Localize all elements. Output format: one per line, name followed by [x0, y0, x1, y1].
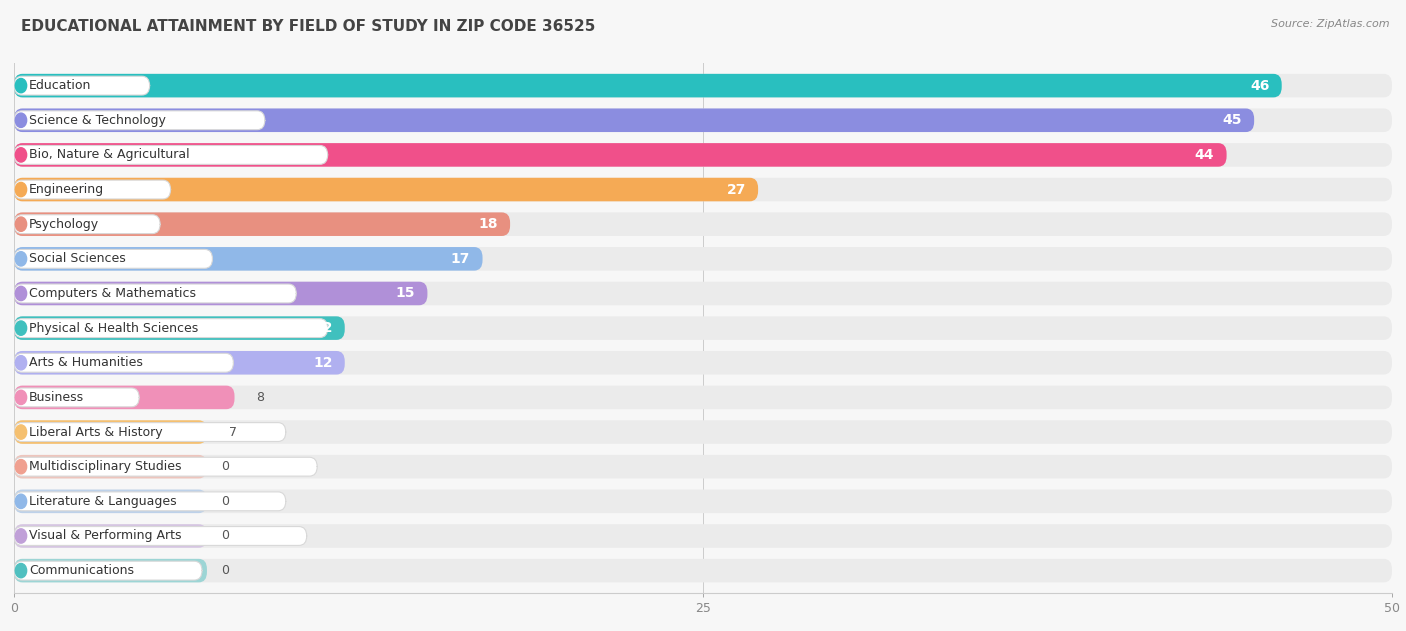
Circle shape [15, 390, 27, 404]
FancyBboxPatch shape [14, 420, 207, 444]
Circle shape [15, 78, 27, 93]
FancyBboxPatch shape [14, 74, 1392, 97]
Text: Bio, Nature & Agricultural: Bio, Nature & Agricultural [30, 148, 190, 162]
FancyBboxPatch shape [14, 388, 139, 407]
Circle shape [15, 148, 27, 162]
Circle shape [15, 252, 27, 266]
FancyBboxPatch shape [14, 247, 482, 271]
Text: 0: 0 [221, 564, 229, 577]
FancyBboxPatch shape [14, 215, 160, 233]
FancyBboxPatch shape [14, 143, 1392, 167]
FancyBboxPatch shape [14, 420, 1392, 444]
Circle shape [15, 182, 27, 197]
Text: Business: Business [30, 391, 84, 404]
FancyBboxPatch shape [14, 490, 1392, 513]
Circle shape [15, 494, 27, 509]
FancyBboxPatch shape [14, 76, 149, 95]
FancyBboxPatch shape [14, 178, 1392, 201]
Text: Liberal Arts & History: Liberal Arts & History [30, 425, 163, 439]
FancyBboxPatch shape [14, 213, 1392, 236]
FancyBboxPatch shape [14, 247, 1392, 271]
Text: Engineering: Engineering [30, 183, 104, 196]
FancyBboxPatch shape [14, 74, 1282, 97]
Text: Communications: Communications [30, 564, 134, 577]
Text: Multidisciplinary Studies: Multidisciplinary Studies [30, 460, 181, 473]
FancyBboxPatch shape [14, 559, 207, 582]
Circle shape [15, 286, 27, 300]
Text: 8: 8 [256, 391, 264, 404]
FancyBboxPatch shape [14, 319, 328, 338]
Text: 0: 0 [221, 529, 229, 543]
Text: Computers & Mathematics: Computers & Mathematics [30, 287, 197, 300]
FancyBboxPatch shape [14, 386, 235, 409]
Text: Science & Technology: Science & Technology [30, 114, 166, 127]
Text: 17: 17 [451, 252, 470, 266]
FancyBboxPatch shape [14, 143, 1226, 167]
Text: 46: 46 [1250, 79, 1270, 93]
Text: 12: 12 [314, 356, 332, 370]
FancyBboxPatch shape [14, 353, 233, 372]
Text: EDUCATIONAL ATTAINMENT BY FIELD OF STUDY IN ZIP CODE 36525: EDUCATIONAL ATTAINMENT BY FIELD OF STUDY… [21, 19, 596, 34]
FancyBboxPatch shape [14, 109, 1392, 132]
Text: Education: Education [30, 79, 91, 92]
Text: Physical & Health Sciences: Physical & Health Sciences [30, 322, 198, 334]
FancyBboxPatch shape [14, 386, 1392, 409]
Circle shape [15, 113, 27, 127]
FancyBboxPatch shape [14, 351, 344, 375]
FancyBboxPatch shape [14, 455, 1392, 478]
Text: Arts & Humanities: Arts & Humanities [30, 357, 143, 369]
Text: Psychology: Psychology [30, 218, 100, 231]
FancyBboxPatch shape [14, 524, 207, 548]
FancyBboxPatch shape [14, 281, 427, 305]
Text: 15: 15 [395, 286, 415, 300]
FancyBboxPatch shape [14, 178, 758, 201]
Text: 0: 0 [221, 495, 229, 508]
FancyBboxPatch shape [14, 561, 202, 580]
Text: 0: 0 [221, 460, 229, 473]
FancyBboxPatch shape [14, 249, 212, 268]
Circle shape [15, 217, 27, 232]
Circle shape [15, 529, 27, 543]
Text: Social Sciences: Social Sciences [30, 252, 127, 265]
FancyBboxPatch shape [14, 559, 1392, 582]
FancyBboxPatch shape [14, 316, 1392, 340]
FancyBboxPatch shape [14, 180, 170, 199]
FancyBboxPatch shape [14, 213, 510, 236]
FancyBboxPatch shape [14, 455, 207, 478]
FancyBboxPatch shape [14, 111, 264, 130]
FancyBboxPatch shape [14, 316, 344, 340]
Text: 18: 18 [478, 217, 498, 231]
Text: 44: 44 [1195, 148, 1215, 162]
FancyBboxPatch shape [14, 526, 307, 545]
Text: Source: ZipAtlas.com: Source: ZipAtlas.com [1271, 19, 1389, 29]
FancyBboxPatch shape [14, 146, 328, 164]
Text: Visual & Performing Arts: Visual & Performing Arts [30, 529, 181, 543]
FancyBboxPatch shape [14, 351, 1392, 375]
Text: Literature & Languages: Literature & Languages [30, 495, 177, 508]
FancyBboxPatch shape [14, 492, 285, 510]
Text: 12: 12 [314, 321, 332, 335]
Text: 27: 27 [727, 182, 745, 196]
FancyBboxPatch shape [14, 490, 207, 513]
FancyBboxPatch shape [14, 281, 1392, 305]
FancyBboxPatch shape [14, 457, 318, 476]
Circle shape [15, 356, 27, 370]
Text: 45: 45 [1222, 113, 1241, 127]
FancyBboxPatch shape [14, 284, 297, 303]
FancyBboxPatch shape [14, 423, 285, 442]
Circle shape [15, 425, 27, 439]
FancyBboxPatch shape [14, 109, 1254, 132]
FancyBboxPatch shape [14, 524, 1392, 548]
Circle shape [15, 563, 27, 578]
Text: 7: 7 [229, 425, 238, 439]
Circle shape [15, 459, 27, 474]
Circle shape [15, 321, 27, 335]
